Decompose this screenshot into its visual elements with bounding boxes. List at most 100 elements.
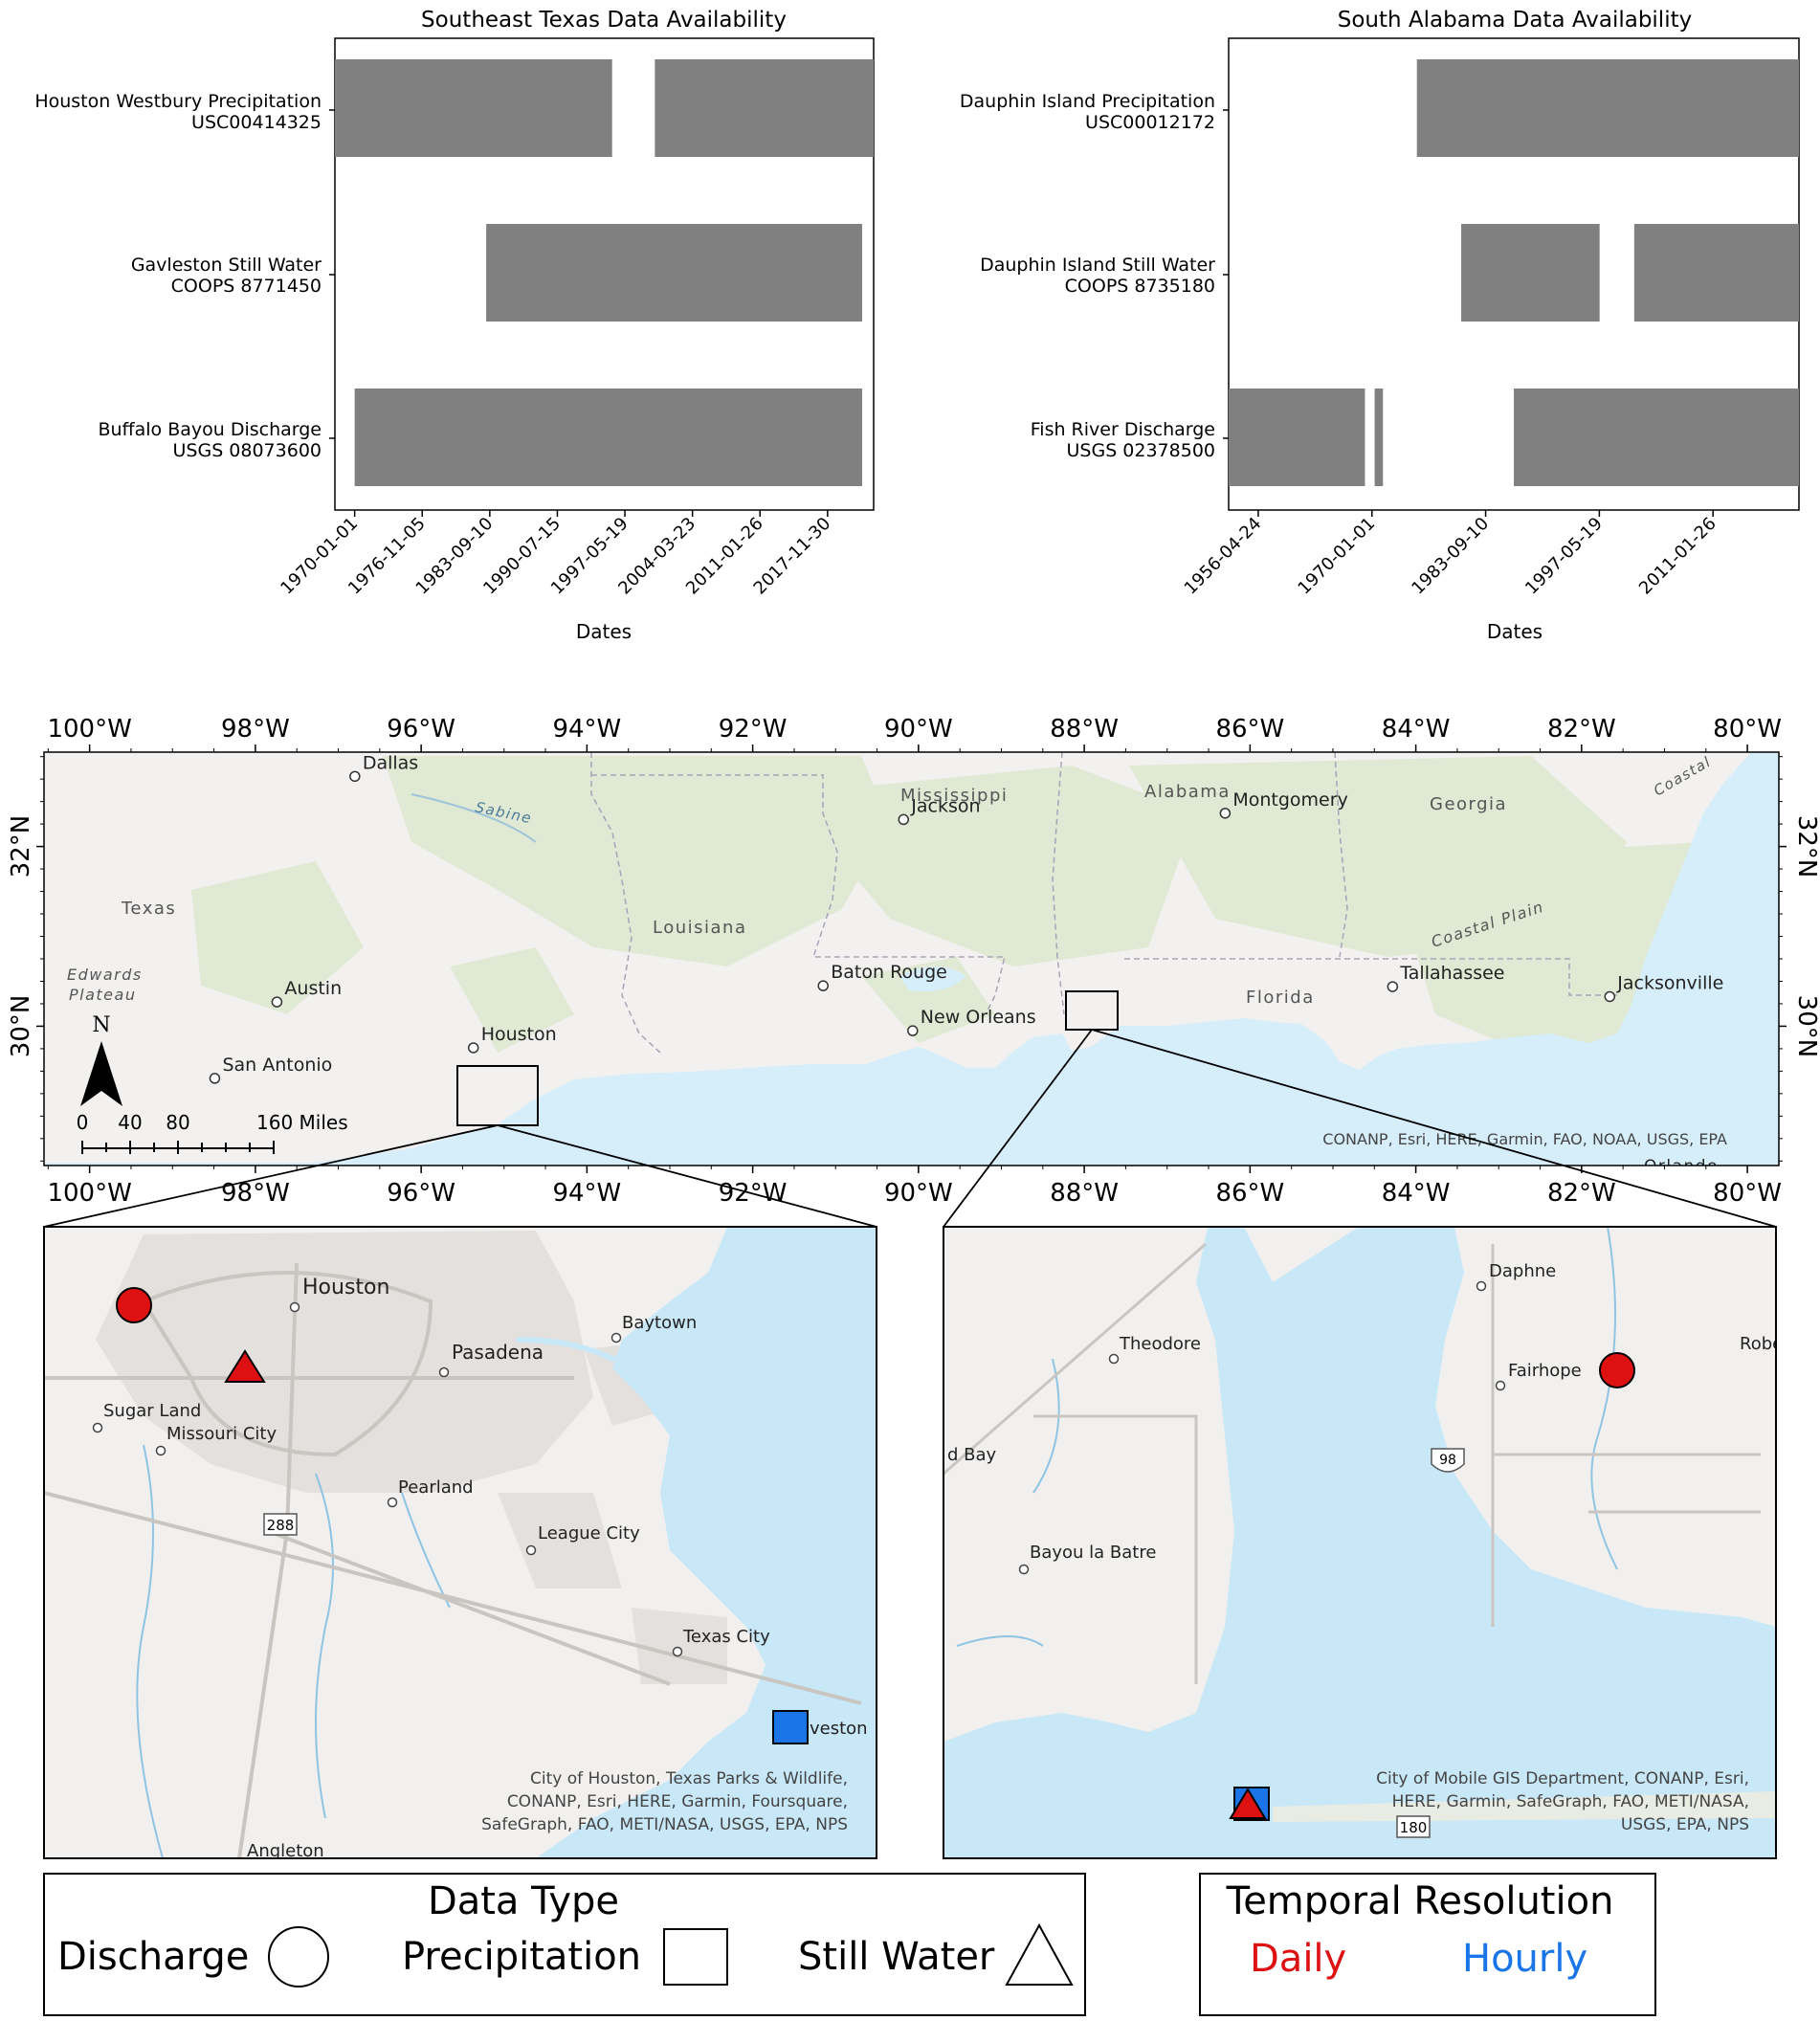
chart-southeast-texas: Southeast Texas Data Availability Housto…	[34, 8, 875, 643]
place-label: Pearland	[398, 1477, 474, 1498]
row-label: Dauphin Island Precipitation USC00012172	[960, 91, 1215, 133]
region-label: Georgia	[1430, 794, 1507, 814]
map-attribution: CONANP, Esri, HERE, Garmin, FAO, NOAA, U…	[1322, 1130, 1727, 1148]
triangle-symbol-icon	[1005, 1922, 1074, 1986]
place-label: Bayou la Batre	[1030, 1543, 1156, 1563]
highway-shield: 180	[1396, 1815, 1431, 1838]
row-label: Dauphin Island Still Water COOPS 8735180	[980, 255, 1215, 297]
region-label: Edwards	[67, 966, 143, 984]
row-label-line1: Buffalo Bayou Discharge	[98, 419, 322, 440]
highway-shield: 98	[1431, 1448, 1465, 1473]
houston-westbury-precip-marker[interactable]	[224, 1349, 266, 1383]
state-borders	[590, 752, 1617, 1054]
city-dot	[209, 1073, 221, 1084]
city-dot	[1219, 808, 1232, 819]
place-label: d Bay	[947, 1445, 997, 1465]
city-label: New Orleans	[921, 1007, 1036, 1028]
place-dot	[387, 1497, 398, 1508]
fish-river-discharge-marker[interactable]	[1599, 1352, 1635, 1388]
houston-ship-channel	[516, 1319, 673, 1363]
city-dot	[817, 980, 829, 991]
region-label: Mississippi	[900, 786, 1008, 806]
lon-label: 98°W	[221, 715, 290, 744]
x-tick-label: 1970-01-01	[1294, 514, 1379, 599]
x-tick-label: 1956-04-24	[1181, 514, 1266, 599]
lon-label: 96°W	[387, 1179, 455, 1208]
dauphin-island-precip-marker[interactable]	[1229, 1788, 1267, 1819]
row-label-line2: USC00012172	[1085, 112, 1215, 133]
attribution-line: City of Houston, Texas Parks & Wildlife,	[530, 1769, 848, 1788]
scale-label: 0	[77, 1111, 89, 1134]
urban-areas	[96, 1231, 727, 1684]
inset-frame	[43, 1226, 877, 1859]
x-tick-label: 2011-01-26	[1635, 514, 1720, 599]
x-axis-label: Dates	[1487, 620, 1543, 643]
row-label-line1: Gavleston Still Water	[131, 255, 322, 276]
y-ticks	[1223, 109, 1229, 439]
gulf-shore	[943, 1818, 1776, 1858]
place-label: League City	[538, 1523, 640, 1544]
gulf-of-mexico	[44, 752, 1779, 1166]
city-label: Austin	[284, 978, 342, 999]
chart-title: South Alabama Data Availability	[1338, 8, 1692, 33]
x-axis-label: Dates	[576, 620, 632, 643]
mobile-bay-inset-map[interactable]: Daphne Theodore Fairhope Robe d Bay Bayou la …	[943, 1226, 1783, 1859]
city-label: Tallahassee	[1399, 963, 1504, 984]
lon-label: 94°W	[552, 1179, 621, 1208]
city-label: Baton Rouge	[831, 962, 947, 983]
city-label: Jackson	[910, 795, 980, 816]
place-label: Daphne	[1489, 1261, 1556, 1281]
availability-bar	[1416, 59, 1799, 157]
buffalo-bayou-discharge-marker[interactable]	[116, 1287, 152, 1323]
row-label: Fish River Discharge USGS 02378500	[1031, 419, 1215, 461]
row-label: Buffalo Bayou Discharge USGS 08073600	[98, 419, 322, 461]
row-label-line1: Dauphin Island Precipitation	[960, 91, 1215, 112]
row-label-line2: USGS 02378500	[1067, 440, 1216, 461]
attribution-line: HERE, Garmin, SafeGraph, FAO, METI/NASA,	[1392, 1792, 1749, 1811]
lon-label: 86°W	[1215, 715, 1284, 744]
attribution-line: CONANP, Esri, HERE, Garmin, Foursquare,	[507, 1792, 848, 1811]
availability-bar	[1514, 389, 1799, 486]
city-dot	[898, 813, 910, 826]
row-label-line2: COOPS 8735180	[1065, 276, 1215, 297]
city-dot	[1604, 990, 1616, 1003]
availability-bar	[1633, 224, 1799, 322]
north-label: N	[92, 1013, 110, 1037]
north-arrow: N	[80, 1013, 122, 1106]
main-map[interactable]: Dallas Jackson Montgomery Austin San Antonio…	[7, 715, 1820, 1208]
attribution-line: SafeGraph, FAO, METI/NASA, USGS, EPA, NP…	[481, 1815, 848, 1834]
lon-label: 84°W	[1382, 715, 1451, 744]
city-label: Orlando	[1644, 1157, 1719, 1176]
lon-label: 100°W	[47, 715, 131, 744]
x-tick-label: 1997-05-19	[1521, 514, 1607, 599]
place-dot	[289, 1301, 300, 1313]
place-dot	[92, 1422, 103, 1433]
circle-symbol-icon	[268, 1926, 329, 1988]
scale-label: 80	[166, 1111, 189, 1134]
city-dot	[349, 770, 361, 783]
shield-number: 180	[1400, 1819, 1428, 1836]
attribution-line: USGS, EPA, NPS	[1621, 1815, 1749, 1834]
houston-inset-map[interactable]: Houston Baytown Pasadena Sugar Land Missouri…	[43, 1226, 877, 1861]
lon-label: 84°W	[1382, 1179, 1451, 1208]
legend-title: Data Type	[428, 1879, 619, 1923]
place-label: Pasadena	[452, 1341, 544, 1364]
fort-morgan-peninsula	[1273, 1791, 1776, 1822]
row-label-line1: Fish River Discharge	[1031, 419, 1215, 440]
region-label: Florida	[1246, 988, 1315, 1008]
mobile-bay	[943, 1227, 1776, 1858]
scale-bar: 0 40 80 160 Miles	[77, 1111, 348, 1154]
row-label-line2: COOPS 8771450	[171, 276, 322, 297]
roads	[943, 1242, 1761, 1684]
row-label-line2: USGS 08073600	[173, 440, 322, 461]
city-label: Montgomery	[1232, 789, 1347, 811]
highway-shield: 288	[263, 1513, 298, 1536]
legend-label-still-water: Still Water	[798, 1935, 995, 1979]
legend-label-hourly: Hourly	[1462, 1937, 1587, 1981]
x-tick-label: 1983-09-10	[1408, 514, 1493, 599]
region-label: Texas	[121, 899, 176, 919]
place-label: Texas City	[682, 1627, 770, 1647]
lon-label: 88°W	[1050, 1179, 1119, 1208]
availability-bar	[1374, 389, 1384, 486]
galveston-still-water-marker[interactable]	[772, 1710, 809, 1744]
